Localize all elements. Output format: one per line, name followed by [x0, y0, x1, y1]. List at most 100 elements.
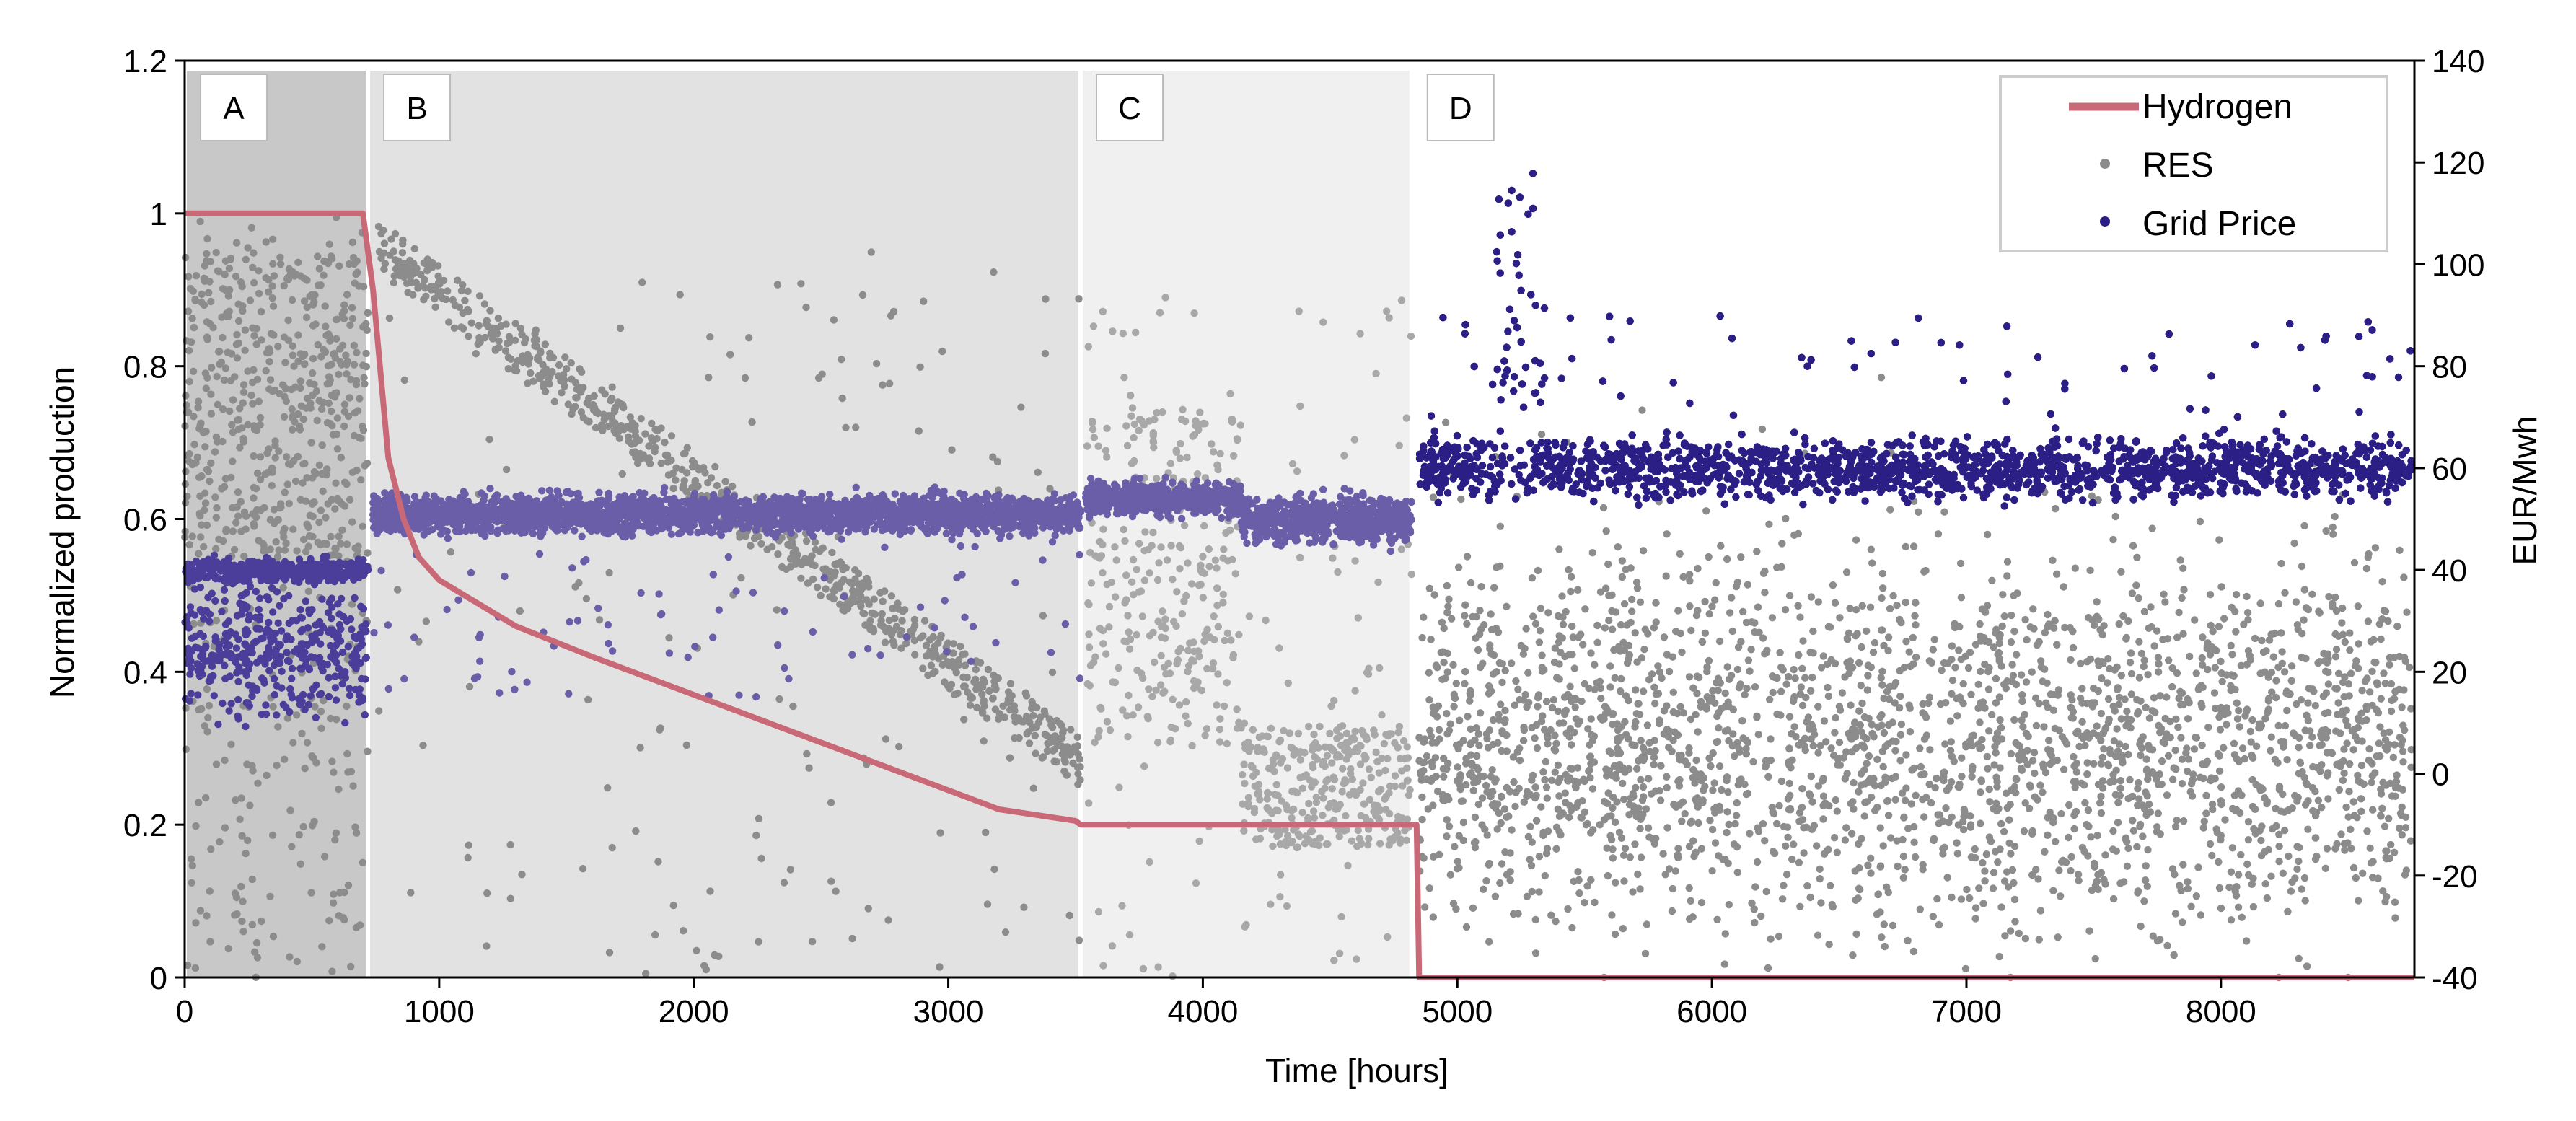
res-point	[219, 285, 227, 293]
res-point	[1143, 713, 1152, 721]
res-point	[2134, 785, 2142, 793]
res-point	[2035, 638, 2043, 646]
res-point	[1968, 773, 1976, 781]
res-point	[1651, 787, 1660, 795]
res-point	[2178, 594, 2186, 602]
res-point	[1743, 685, 1751, 693]
res-point	[661, 451, 670, 460]
res-point	[2228, 844, 2237, 852]
res-point	[1611, 818, 1619, 827]
res-point	[2383, 892, 2391, 901]
res-point	[1665, 667, 1674, 676]
res-point	[1564, 690, 1572, 699]
res-point	[1446, 720, 1454, 728]
res-point	[2101, 725, 2109, 733]
res-point	[2057, 809, 2065, 818]
res-point	[1312, 799, 1321, 806]
res-point	[298, 729, 306, 738]
res-point	[1767, 935, 1775, 943]
res-point	[353, 268, 361, 276]
res-point	[2142, 767, 2151, 775]
res-point	[227, 473, 235, 482]
res-point	[2209, 805, 2217, 814]
res-point	[2039, 788, 2047, 796]
res-point	[2003, 868, 2011, 876]
res-point	[2257, 836, 2265, 845]
res-point	[200, 542, 208, 551]
res-point	[1428, 739, 1436, 747]
res-point	[682, 741, 691, 749]
res-point	[1352, 791, 1360, 799]
res-point	[1736, 680, 1744, 688]
res-point	[315, 461, 324, 469]
res-point	[1169, 972, 1177, 980]
res-point	[604, 422, 612, 431]
res-point	[2228, 651, 2236, 659]
res-point	[266, 892, 274, 901]
res-point	[1505, 812, 1513, 820]
res-point	[1146, 858, 1153, 866]
res-point	[2199, 633, 2207, 641]
res-point	[2281, 589, 2289, 597]
res-point	[1495, 711, 1503, 718]
res-point	[2357, 761, 2366, 770]
res-point	[2022, 678, 2031, 686]
res-point	[1617, 674, 1625, 683]
res-point	[1631, 840, 1639, 848]
res-point	[2338, 604, 2347, 612]
res-point	[1404, 776, 1412, 785]
res-point	[1223, 629, 1232, 637]
res-point	[1386, 782, 1394, 791]
res-point	[897, 644, 905, 652]
res-point	[1625, 651, 1633, 659]
res-point	[1989, 884, 1997, 892]
res-point	[503, 340, 511, 348]
res-point	[1733, 799, 1741, 807]
res-point	[2338, 619, 2346, 627]
res-point	[282, 540, 290, 548]
res-point	[1662, 572, 1670, 580]
res-point	[2086, 566, 2094, 574]
res-point	[1957, 594, 1966, 602]
res-point	[1449, 661, 1457, 669]
res-point	[185, 346, 193, 355]
res-point	[182, 704, 190, 712]
res-point	[2217, 669, 2225, 677]
res-point	[1798, 701, 1807, 710]
res-point	[1901, 866, 1909, 874]
res-point	[1378, 711, 1386, 719]
res-point	[244, 836, 252, 845]
res-point	[1135, 540, 1143, 548]
res-point	[2215, 623, 2223, 630]
res-point	[1511, 701, 1518, 709]
res-point	[2163, 693, 2171, 701]
res-point	[1122, 422, 1130, 430]
res-point	[2037, 663, 2045, 671]
res-point	[2233, 699, 2241, 707]
res-point	[1153, 576, 1162, 584]
res-point	[1693, 690, 1701, 698]
res-point	[1732, 812, 1741, 819]
res-point	[1102, 447, 1110, 454]
res-point	[1498, 678, 1506, 687]
res-point	[1330, 957, 1338, 964]
res-point	[1103, 581, 1111, 589]
res-point	[1139, 964, 1148, 973]
res-point	[2244, 818, 2253, 826]
res-point	[2139, 832, 2147, 840]
res-point	[1694, 728, 1702, 736]
res-point	[1920, 813, 1928, 821]
res-point	[1620, 795, 1628, 804]
res-point	[561, 353, 569, 361]
res-point	[2391, 898, 2399, 906]
res-point	[827, 799, 835, 806]
res-point	[599, 426, 607, 434]
res-point	[2267, 872, 2275, 880]
res-point	[1231, 570, 1239, 578]
res-point	[2093, 722, 2101, 730]
res-point	[188, 861, 196, 870]
res-point	[318, 943, 326, 951]
res-point	[2340, 707, 2349, 716]
res-point	[2069, 643, 2078, 652]
res-point	[1199, 553, 1207, 560]
